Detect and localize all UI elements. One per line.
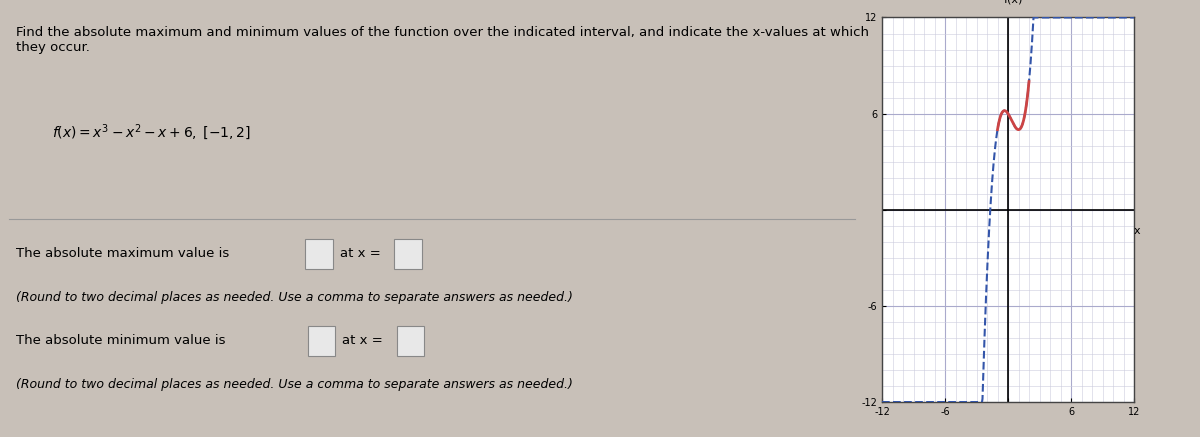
- Text: at x =: at x =: [342, 334, 383, 347]
- Text: f(x): f(x): [1003, 0, 1022, 5]
- FancyBboxPatch shape: [394, 239, 421, 269]
- FancyBboxPatch shape: [305, 239, 332, 269]
- FancyBboxPatch shape: [307, 326, 335, 356]
- Text: (Round to two decimal places as needed. Use a comma to separate answers as neede: (Round to two decimal places as needed. …: [16, 291, 572, 304]
- Text: The absolute minimum value is: The absolute minimum value is: [16, 334, 226, 347]
- Text: The absolute maximum value is: The absolute maximum value is: [16, 247, 229, 260]
- Text: Find the absolute maximum and minimum values of the function over the indicated : Find the absolute maximum and minimum va…: [16, 26, 869, 54]
- Text: $f(x) = x^3 - x^2 - x + 6, \;[-1,2]$: $f(x) = x^3 - x^2 - x + 6, \;[-1,2]$: [52, 122, 251, 142]
- Text: x: x: [1134, 226, 1140, 236]
- FancyBboxPatch shape: [396, 326, 425, 356]
- Text: (Round to two decimal places as needed. Use a comma to separate answers as neede: (Round to two decimal places as needed. …: [16, 378, 572, 391]
- Text: at x =: at x =: [340, 247, 380, 260]
